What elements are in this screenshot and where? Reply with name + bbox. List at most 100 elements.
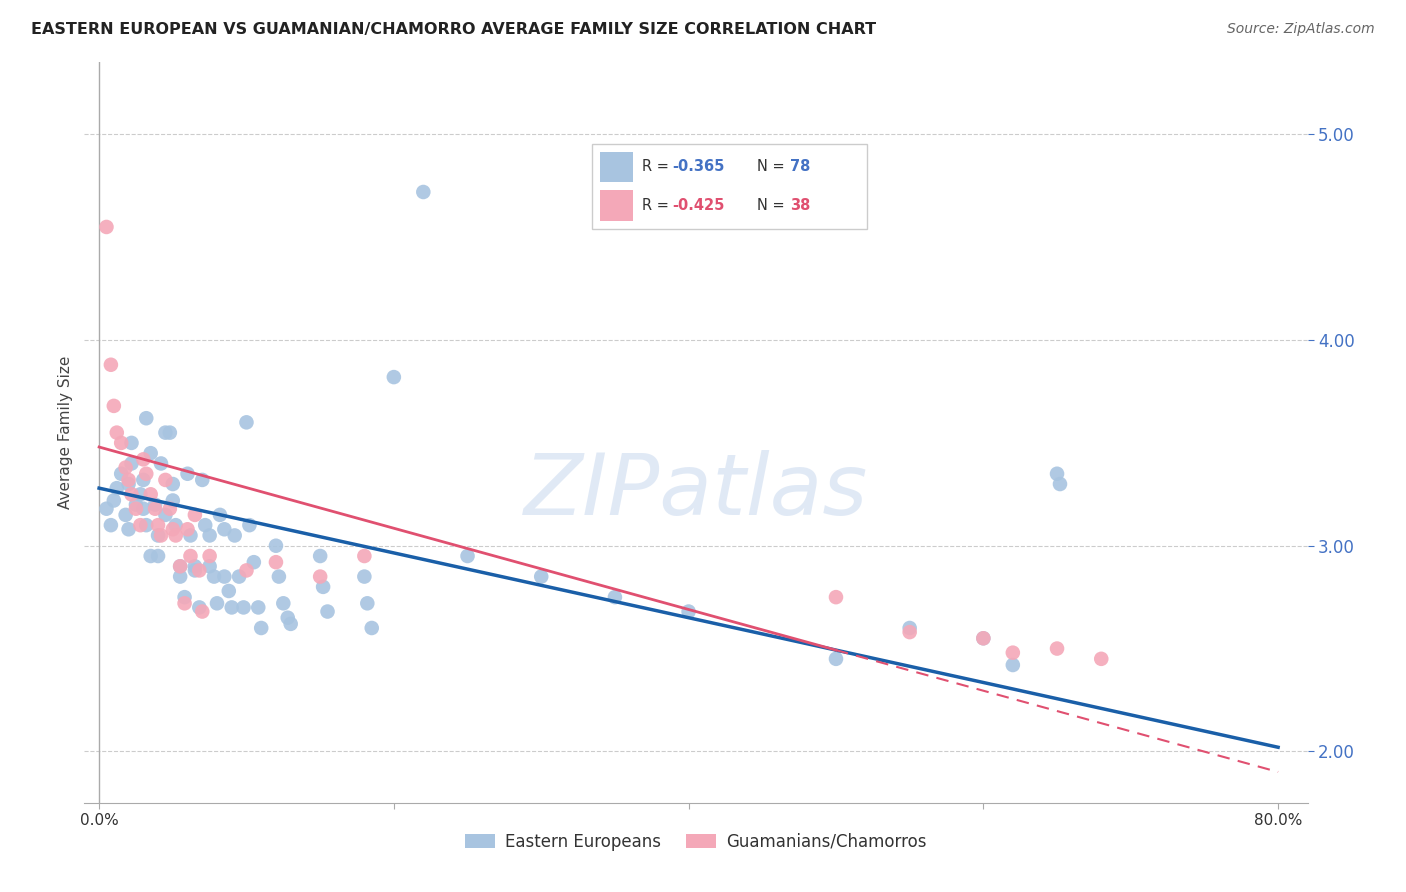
Point [179,528,201,542]
Point [250,621,273,635]
Point [194,518,217,533]
Text: Source: ZipAtlas.com: Source: ZipAtlas.com [1227,22,1375,37]
Point [139,446,162,460]
Point [353,549,375,563]
Point [96,219,118,234]
Point [165,528,187,542]
Point [1090,652,1112,666]
Point [198,559,221,574]
Point [125,501,148,516]
Point [169,559,191,574]
Point [530,569,553,583]
Point [898,621,921,635]
Point [129,518,152,533]
Point [353,569,375,583]
Point [238,518,260,533]
Point [176,522,198,536]
Point [165,518,187,533]
Point [316,605,339,619]
Point [135,467,157,481]
Point [184,559,207,574]
Point [146,528,169,542]
Text: EASTERN EUROPEAN VS GUAMANIAN/CHAMORRO AVERAGE FAMILY SIZE CORRELATION CHART: EASTERN EUROPEAN VS GUAMANIAN/CHAMORRO A… [31,22,876,37]
Point [235,415,257,429]
Point [100,518,122,533]
Point [143,501,166,516]
Point [117,522,139,536]
Point [176,467,198,481]
Point [117,473,139,487]
Point [103,399,125,413]
Point [159,425,181,440]
Point [1049,477,1071,491]
Point [1001,658,1024,673]
Point [198,528,221,542]
Point [825,652,848,666]
Point [105,425,128,440]
Point [412,185,434,199]
Point [121,457,143,471]
Point [191,473,214,487]
Point [267,569,290,583]
Point [188,600,211,615]
Point [121,436,143,450]
Point [96,501,118,516]
Point [218,584,240,599]
Point [356,596,378,610]
Point [184,508,207,522]
Point [132,473,155,487]
Point [162,522,184,536]
Y-axis label: Average Family Size: Average Family Size [58,356,73,509]
Point [146,549,169,563]
Point [188,563,211,577]
Point [235,563,257,577]
Point [309,549,332,563]
Point [1046,641,1069,656]
Point [382,370,405,384]
Point [114,508,136,522]
Point [132,501,155,516]
Point [457,549,479,563]
Point [135,411,157,425]
Point [110,467,132,481]
Point [280,616,302,631]
Point [162,477,184,491]
Point [169,569,191,583]
Point [105,481,128,495]
Point [173,590,195,604]
Point [264,555,287,569]
Point [603,590,626,604]
Point [312,580,335,594]
Point [972,632,994,646]
Point [150,457,173,471]
Point [825,590,848,604]
Point [179,549,201,563]
Point [243,555,266,569]
Point [114,460,136,475]
Point [155,425,177,440]
Point [103,493,125,508]
Point [139,549,162,563]
Point [221,600,243,615]
Point [162,493,184,508]
Point [184,563,207,577]
Point [132,452,155,467]
Text: ZIPatlas: ZIPatlas [524,450,868,533]
Point [110,436,132,450]
Point [247,600,270,615]
Point [678,605,700,619]
Point [173,596,195,610]
Point [1001,646,1024,660]
Point [155,508,177,522]
Point [139,487,162,501]
Point [309,569,332,583]
Point [277,611,299,625]
Point [169,559,191,574]
Point [159,501,181,516]
Point [972,632,994,646]
Point [208,508,231,522]
Point [1046,467,1069,481]
Point [150,528,173,542]
Point [264,539,287,553]
Point [228,569,250,583]
